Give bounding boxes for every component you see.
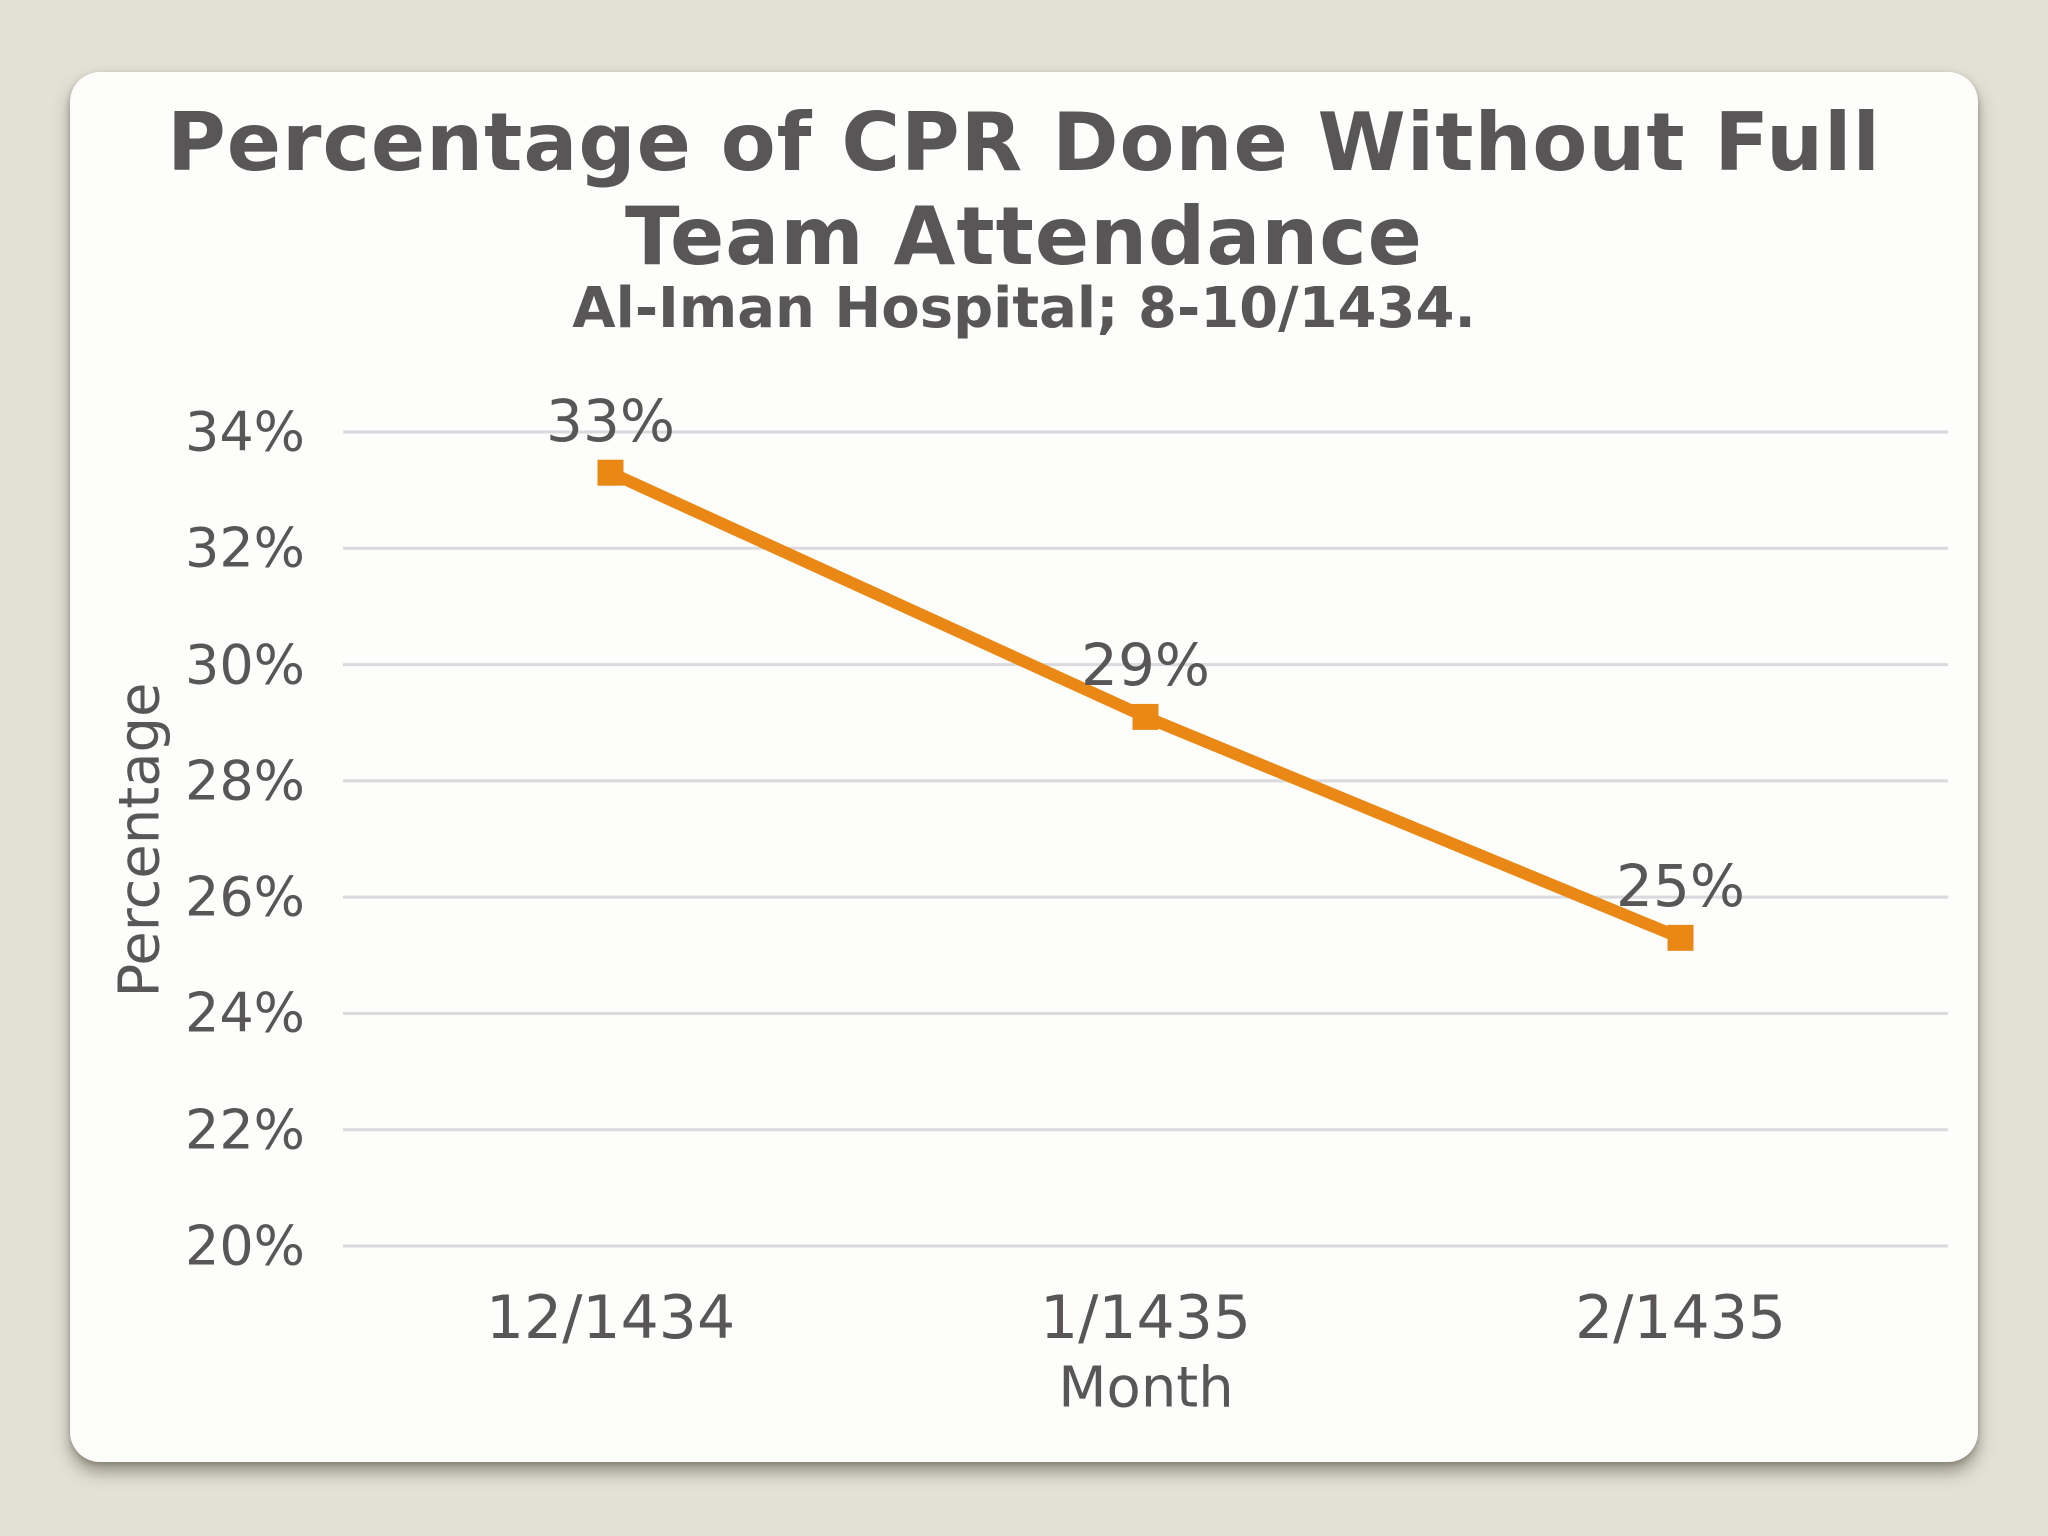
chart-title-line-2: Team Attendance: [625, 190, 1423, 283]
chart-title: Percentage of CPR Done Without Full Team…: [74, 96, 1974, 284]
data-point-label: 25%: [1616, 851, 1745, 920]
y-tick-label: 32%: [184, 516, 305, 580]
chart-card: [70, 72, 1978, 1462]
y-tick-label: 22%: [184, 1098, 305, 1162]
chart-title-line-1: Percentage of CPR Done Without Full: [167, 96, 1881, 189]
data-point-label: 29%: [1081, 630, 1210, 699]
y-tick-label: 26%: [184, 865, 305, 929]
y-tick-label: 30%: [184, 633, 305, 697]
data-point-label: 33%: [546, 386, 675, 455]
data-point-marker: [1132, 703, 1159, 730]
chart-subtitle: Al-Iman Hospital; 8-10/1434.: [572, 276, 1476, 341]
data-point-marker: [1667, 924, 1694, 951]
x-tick-label: 1/1435: [1039, 1283, 1252, 1353]
x-axis-title: Month: [1058, 1355, 1234, 1421]
y-tick-label: 28%: [184, 749, 305, 813]
data-point-marker: [597, 459, 624, 486]
y-tick-label: 34%: [184, 400, 305, 464]
y-tick-label: 20%: [184, 1214, 305, 1278]
x-tick-label: 2/1435: [1574, 1283, 1787, 1353]
y-tick-label: 24%: [184, 981, 305, 1045]
x-tick-label: 12/1434: [485, 1283, 736, 1353]
